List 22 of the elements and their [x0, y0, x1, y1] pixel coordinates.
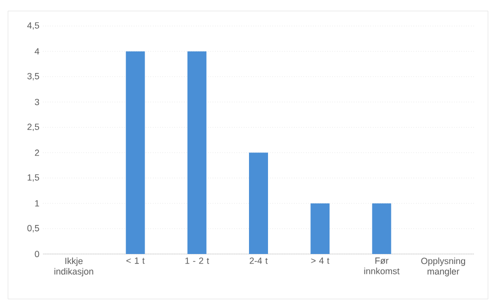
y-tick-label: 1: [35, 200, 40, 206]
y-tick-label: 2,5: [27, 124, 40, 132]
x-tick-label: Før innkomst: [364, 258, 400, 274]
x-tick-label: > 4 t: [311, 258, 330, 264]
x-tick-label: Ikkje indikasjon: [54, 258, 94, 276]
bar: [310, 203, 330, 254]
x-tick-label: < 1 t: [126, 258, 145, 264]
y-tick-label: 0,5: [27, 224, 40, 232]
bar: [187, 51, 206, 254]
x-tick-label: Opplysning mangler: [421, 258, 466, 276]
y-tick-label: 4,5: [27, 22, 40, 30]
y-tick-label: 0: [34, 250, 40, 258]
y-tick-label: 4: [34, 48, 40, 54]
bar: [126, 51, 145, 254]
y-tick-label: 3: [34, 98, 40, 106]
bar: [372, 203, 392, 254]
y-tick-label: 3,5: [27, 72, 40, 80]
y-tick-label: 2: [34, 150, 40, 156]
y-tick-label: 1,5: [28, 174, 40, 182]
x-tick-label: 2-4 t: [250, 258, 268, 264]
x-tick-label: 1 - 2 t: [185, 258, 210, 264]
bar: [249, 152, 268, 254]
